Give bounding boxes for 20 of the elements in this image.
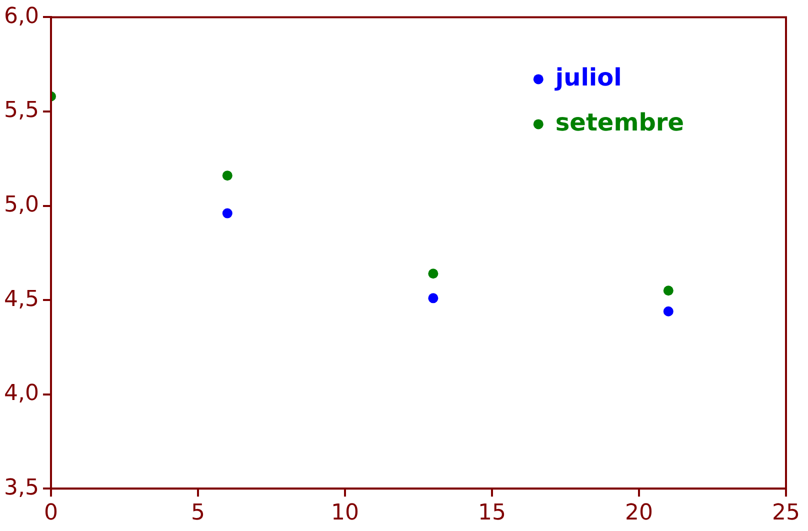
y-tick-label: 5,0: [4, 192, 39, 218]
x-tick-label: 5: [190, 500, 205, 526]
y-tick-label: 4,0: [4, 381, 39, 406]
x-tick-label: 20: [624, 500, 653, 526]
y-tick-label: 3,5: [4, 475, 39, 500]
y-tick-label: 4,5: [4, 286, 39, 312]
x-tick-label: 10: [330, 500, 359, 526]
x-tick-label: 0: [44, 500, 58, 526]
x-tick-label: 25: [772, 500, 800, 526]
x-tick-label: 15: [478, 500, 506, 526]
y-tick-label: 5,5: [4, 98, 39, 124]
legend-label: juliol: [554, 63, 622, 92]
point: [663, 286, 674, 296]
point: [428, 293, 438, 304]
point: [222, 208, 232, 218]
legend-label: setembre: [555, 108, 684, 136]
point: [428, 268, 438, 279]
point: [663, 306, 674, 316]
y-tick-label: 6,0: [4, 4, 39, 29]
point: [222, 170, 232, 181]
